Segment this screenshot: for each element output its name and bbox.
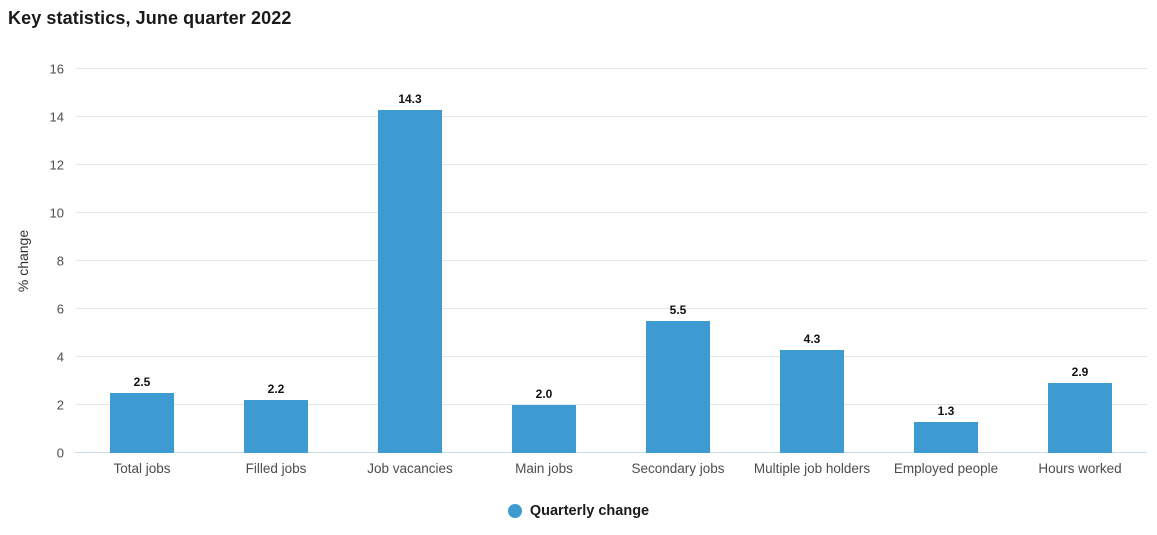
gridline: [75, 164, 1147, 165]
bar-multiple-job-holders[interactable]: [780, 349, 844, 453]
bar-slot: 2.2: [209, 69, 343, 453]
gridline: [75, 260, 1147, 261]
bar-value-label: 5.5: [669, 303, 687, 317]
bar-total-jobs[interactable]: [110, 393, 174, 453]
bar-main-jobs[interactable]: [512, 405, 576, 453]
bar-value-label: 2.5: [133, 375, 151, 389]
x-category-label: Filled jobs: [245, 461, 307, 476]
y-tick-label: 0: [56, 445, 64, 461]
bar-slot: 2.9: [1013, 69, 1147, 453]
gridline: [75, 68, 1147, 69]
legend: Quarterly change: [0, 503, 1157, 519]
bars-row: 2.5 2.2 14.3 2.0 5.5 4.3 1.3 2.9: [75, 69, 1147, 453]
x-axis-category-labels: Total jobs Filled jobs Job vacancies Main j…: [75, 461, 1147, 476]
gridline: [75, 356, 1147, 357]
gridline: [75, 116, 1147, 117]
legend-label: Quarterly change: [529, 503, 650, 519]
bar-value-label: 2.2: [267, 382, 285, 397]
plot-area: 2.5 2.2 14.3 2.0 5.5 4.3 1.3 2.9: [75, 68, 1147, 453]
y-tick-label: 12: [49, 157, 64, 173]
bar-slot: 2.5: [75, 69, 209, 453]
bar-secondary-jobs[interactable]: [646, 321, 710, 453]
x-category-label: Hours worked: [1038, 461, 1122, 476]
y-tick-label: 8: [56, 253, 64, 269]
x-category-label: Main jobs: [515, 461, 573, 476]
y-tick-label: 14: [49, 109, 64, 125]
y-tick-label: 6: [56, 301, 64, 317]
bar-slot: 5.5: [611, 69, 745, 453]
gridline: [75, 308, 1147, 309]
chart-title: Key statistics, June quarter 2022: [8, 8, 292, 28]
bar-hours-worked[interactable]: [1048, 383, 1112, 453]
x-category-label: Secondary jobs: [631, 461, 725, 476]
gridline: [75, 212, 1147, 213]
bar-value-label: 2.9: [1071, 365, 1089, 380]
x-category-label: Employed people: [893, 461, 999, 476]
bar-slot: 14.3: [343, 69, 477, 453]
bar-employed-people[interactable]: [914, 421, 978, 453]
bar-value-label: 14.3: [398, 91, 422, 106]
bar-slot: 1.3: [879, 69, 1013, 453]
legend-item-quarterly-change[interactable]: Quarterly change: [507, 503, 650, 519]
x-category-label: Job vacancies: [367, 461, 453, 476]
x-category-label: Multiple job holders: [753, 461, 871, 476]
gridline: [75, 404, 1147, 405]
legend-marker-icon: [507, 504, 522, 518]
y-tick-label: 16: [49, 61, 64, 77]
bar-value-label: 2.0: [535, 387, 553, 401]
y-axis-tick-labels: 0 2 4 6 8 10 12 14 16: [0, 62, 64, 461]
y-tick-label: 2: [56, 397, 64, 413]
bar-value-label: 1.3: [937, 403, 955, 418]
x-axis-line: [75, 452, 1147, 453]
bar-filled-jobs[interactable]: [244, 400, 308, 453]
bar-slot: 2.0: [477, 69, 611, 453]
bar-slot: 4.3: [745, 69, 879, 453]
bar-value-label: 4.3: [803, 331, 821, 346]
x-category-label: Total jobs: [113, 461, 171, 476]
bar-job-vacancies[interactable]: [378, 109, 442, 453]
y-tick-label: 10: [49, 205, 64, 221]
y-tick-label: 4: [56, 349, 64, 365]
